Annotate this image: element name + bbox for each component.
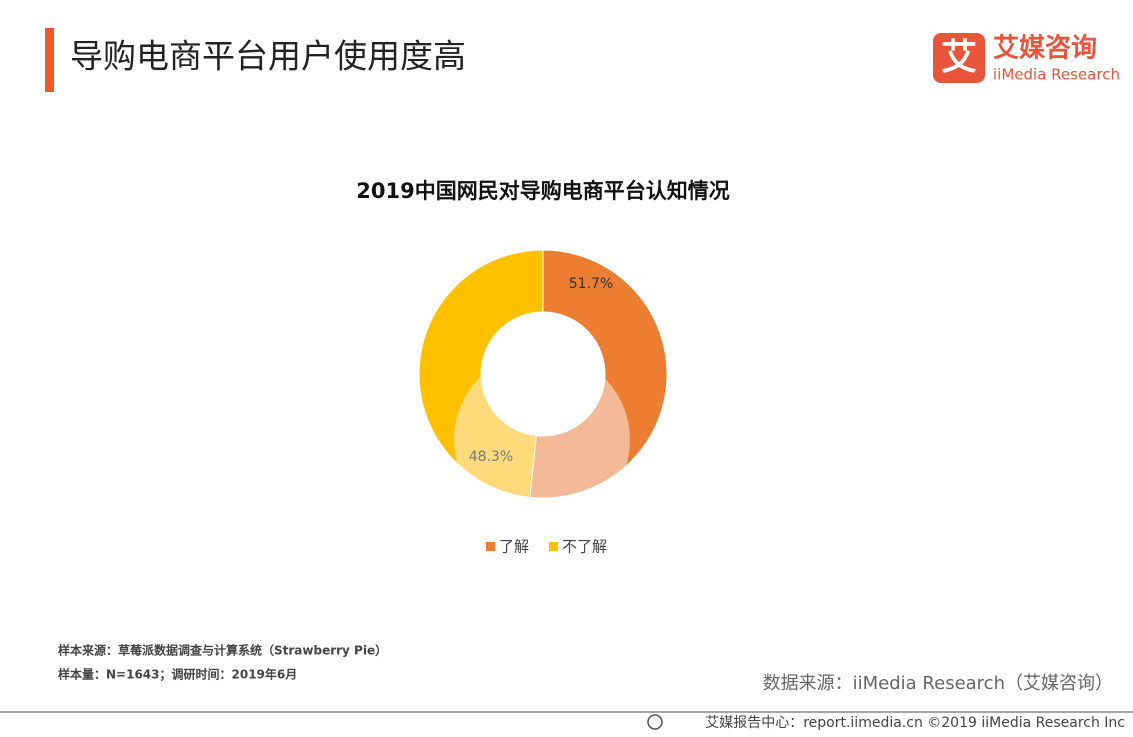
logo-name: 艾媒咨询: [993, 33, 1097, 64]
note: 样本量：N=1643；调研时间：2019年6月: [58, 667, 297, 682]
footer: 艾媒报告中心：report.iimedia.cn ©2019 iiMedia R…: [705, 715, 1125, 731]
data-label: 48.3%: [469, 449, 513, 465]
legend-swatch: [486, 542, 495, 551]
globe-icon: [647, 714, 663, 730]
legend-label: 了解: [499, 538, 529, 556]
logo-sub: iiMedia Research: [993, 66, 1120, 84]
slice-highlight: [529, 352, 630, 499]
source: 数据来源：iiMedia Research（艾媒咨询）: [763, 673, 1113, 694]
legend-swatch: [549, 542, 559, 551]
donut-highlight: [454, 352, 630, 499]
page-title: 导购电商平台用户使用度高: [70, 37, 466, 76]
title-accent: [45, 28, 54, 92]
chart-title: 2019中国网民对导购电商平台认知情况: [356, 179, 729, 203]
logo-icon: [933, 33, 985, 83]
legend-label: 不了解: [562, 538, 607, 556]
note: 样本来源：草莓派数据调查与计算系统（Strawberry Pie）: [58, 643, 387, 658]
logo-icon-text: 艾: [941, 37, 977, 78]
slice-highlight: [454, 352, 544, 498]
data-label: 51.7%: [569, 276, 613, 292]
labels: 51.7% 48.3% 了解 不了解: [469, 276, 613, 556]
